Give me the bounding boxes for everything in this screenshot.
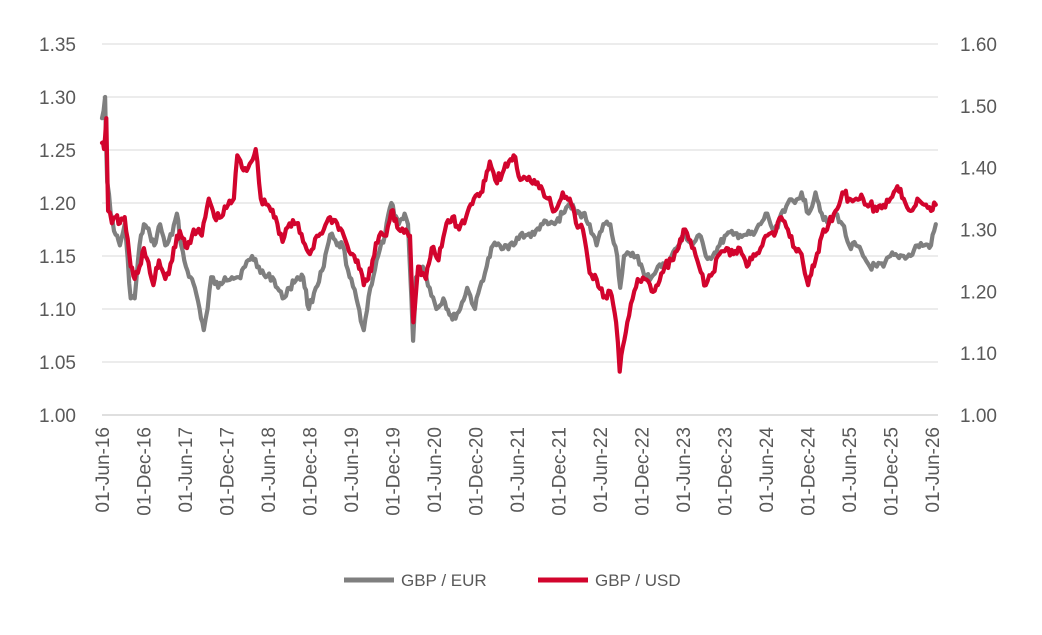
- x-tick-label: 01-Jun-16: [93, 427, 114, 513]
- y-right-tick-label: 1.30: [960, 221, 997, 242]
- legend-label-gbp-usd: GBP / USD: [595, 571, 681, 590]
- x-tick-label: 01-Dec-24: [799, 427, 820, 516]
- y-left-tick-label: 1.25: [39, 141, 76, 162]
- series-lines: [99, 94, 938, 374]
- series-line-gbp-eur: [99, 94, 938, 343]
- gridlines: [102, 43, 938, 416]
- x-tick-label: 01-Jun-22: [591, 427, 612, 513]
- y-left-tick-label: 1.10: [39, 300, 76, 321]
- x-tick-label: 01-Dec-21: [550, 427, 571, 516]
- x-tick-label: 01-Jun-19: [342, 427, 363, 513]
- x-axis: 01-Jun-16 01-Dec-16 01-Jun-17 01-Dec-17 01-J…: [93, 414, 944, 516]
- y-left-tick-label: 1.30: [39, 88, 76, 109]
- y-left-tick-label: 1.00: [39, 406, 76, 427]
- y-axis-left: 1.00 1.05 1.10 1.15 1.20 1.25 1.30 1.35: [39, 35, 76, 427]
- x-tick-label: 01-Jun-17: [176, 427, 197, 513]
- x-tick-label: 01-Jun-24: [757, 427, 778, 513]
- y-right-tick-label: 1.50: [960, 97, 997, 118]
- y-left-tick-label: 1.15: [39, 247, 76, 268]
- x-tick-label: 01-Jun-23: [674, 427, 695, 513]
- x-tick-label: 01-Jun-21: [508, 427, 529, 513]
- series-line-gbp-usd: [99, 116, 938, 374]
- legend-label-gbp-eur: GBP / EUR: [401, 571, 487, 590]
- x-tick-label: 01-Dec-18: [301, 427, 322, 516]
- x-tick-label: 01-Jun-26: [923, 427, 944, 513]
- y-right-tick-label: 1.20: [960, 282, 997, 303]
- x-tick-label: 01-Jun-25: [840, 427, 861, 513]
- y-left-tick-label: 1.05: [39, 353, 76, 374]
- x-tick-label: 01-Dec-20: [467, 427, 488, 516]
- y-axis-right: 1.00 1.10 1.20 1.30 1.40 1.50 1.60: [960, 35, 997, 427]
- x-tick-label: 01-Jun-18: [259, 427, 280, 513]
- x-tick-label: 01-Jun-20: [425, 427, 446, 513]
- x-tick-label: 01-Dec-22: [633, 427, 654, 516]
- y-left-tick-label: 1.35: [39, 35, 76, 56]
- y-left-tick-label: 1.20: [39, 194, 76, 215]
- legend: GBP / EUR GBP / USD: [344, 571, 681, 590]
- y-right-tick-label: 1.60: [960, 35, 997, 56]
- x-tick-label: 01-Dec-25: [882, 427, 903, 516]
- x-tick-label: 01-Dec-17: [218, 427, 239, 516]
- x-tick-label: 01-Dec-19: [384, 427, 405, 516]
- y-right-tick-label: 1.00: [960, 406, 997, 427]
- y-right-tick-label: 1.40: [960, 159, 997, 180]
- x-tick-label: 01-Dec-23: [716, 427, 737, 516]
- y-right-tick-label: 1.10: [960, 344, 997, 365]
- x-tick-label: 01-Dec-16: [135, 427, 156, 516]
